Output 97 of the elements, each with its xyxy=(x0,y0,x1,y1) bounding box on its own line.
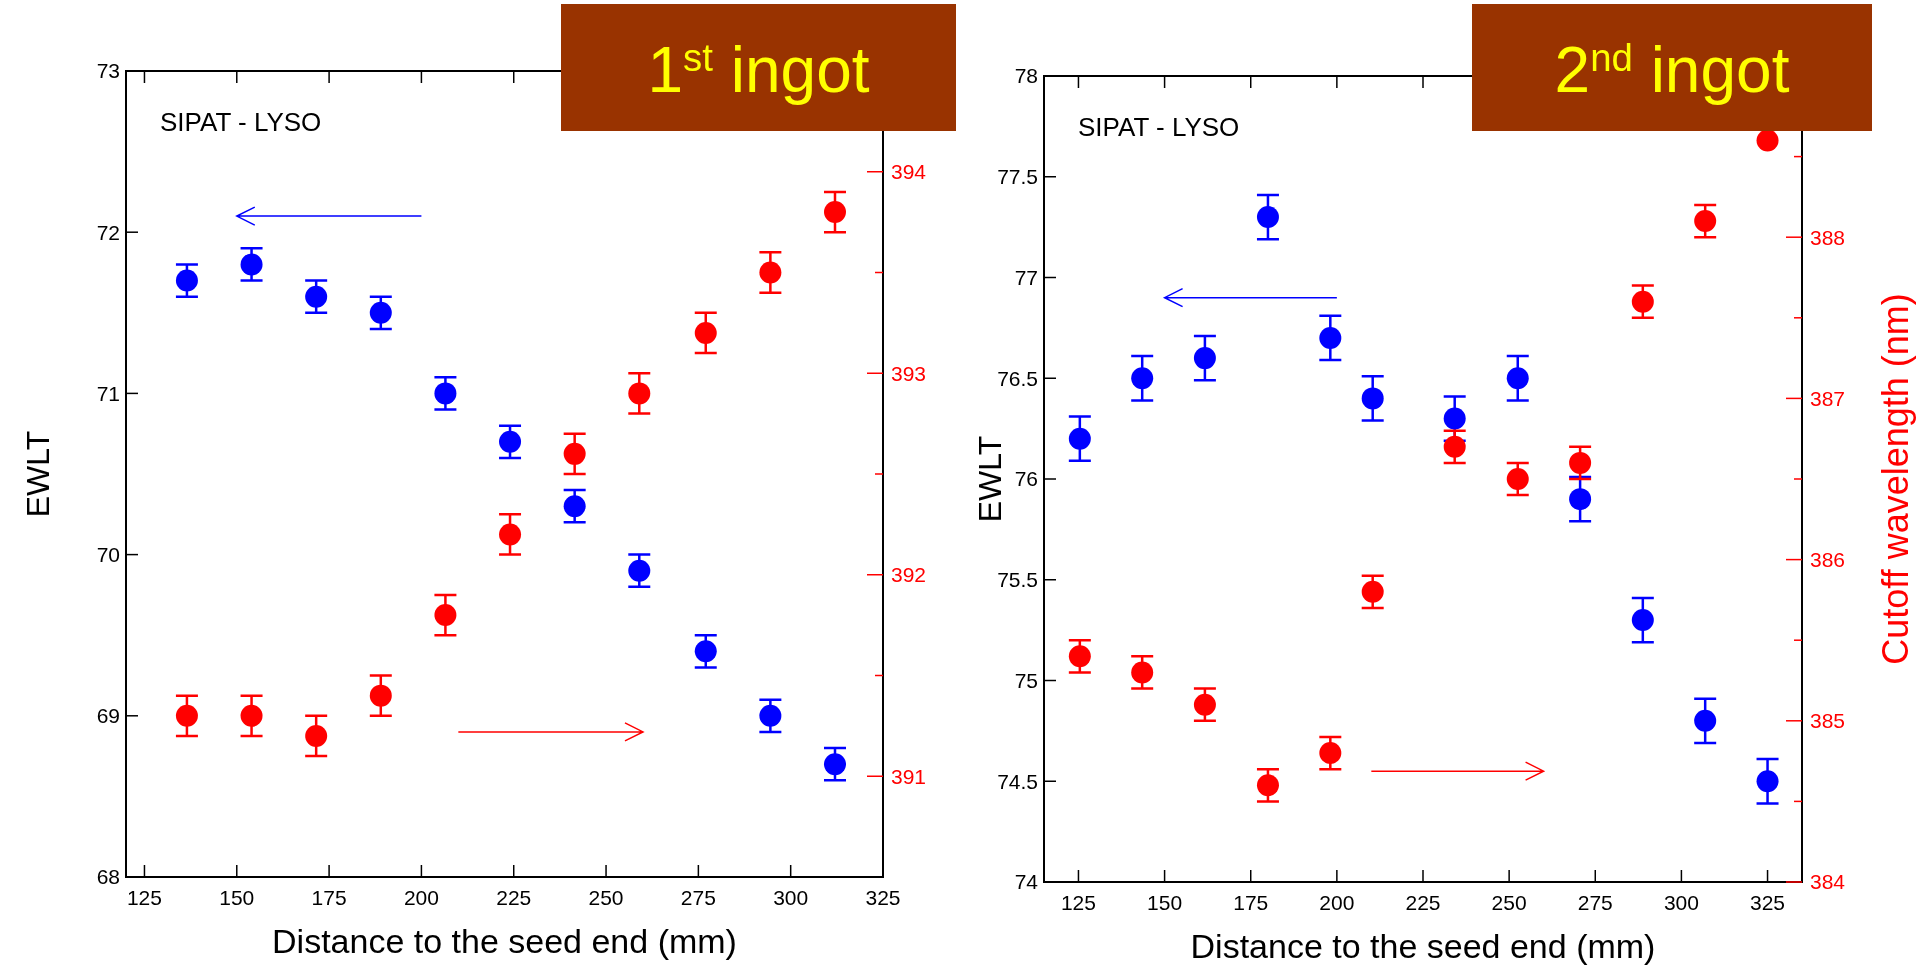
point xyxy=(1631,290,1654,313)
point xyxy=(1361,580,1384,603)
point xyxy=(434,604,457,627)
point xyxy=(628,559,651,582)
point xyxy=(1193,347,1216,370)
point xyxy=(434,382,457,405)
x-tick-label: 175 xyxy=(1233,891,1269,914)
point xyxy=(1756,770,1779,793)
y-tick-label: 75.5 xyxy=(997,568,1038,592)
point xyxy=(694,321,717,344)
point xyxy=(240,253,263,276)
y2-tick-label: 391 xyxy=(891,764,927,788)
point xyxy=(240,704,263,727)
y-tick-label: 73 xyxy=(96,59,120,83)
y-tick-label: 74 xyxy=(1014,870,1039,894)
x-tick-label: 225 xyxy=(1405,891,1441,914)
x-tick-label: 200 xyxy=(403,886,439,909)
x-tick-label: 200 xyxy=(1319,891,1355,914)
x-axis-title: Distance to the seed end (mm) xyxy=(1190,927,1656,965)
y2-tick-label: 393 xyxy=(891,361,927,385)
point xyxy=(1443,407,1466,430)
point xyxy=(369,301,392,324)
x-tick-label: 325 xyxy=(1750,891,1786,914)
point xyxy=(824,753,846,776)
point xyxy=(1256,774,1279,797)
y-tick-label: 77 xyxy=(1014,265,1038,289)
point xyxy=(305,724,328,747)
x-tick-label: 150 xyxy=(1147,891,1183,914)
y2-tick-label: 385 xyxy=(1810,709,1846,733)
y-axis-title: EWLT xyxy=(972,435,1009,523)
chart-title: 1$^{st}$ ingot xyxy=(647,34,870,106)
point xyxy=(824,201,846,224)
x-tick-label: 325 xyxy=(865,886,901,909)
point xyxy=(759,704,782,727)
x-tick-label: 150 xyxy=(219,886,255,909)
point xyxy=(1256,206,1279,229)
point xyxy=(499,430,522,453)
y-tick-label: 77.5 xyxy=(997,165,1038,189)
point xyxy=(563,442,586,465)
point xyxy=(1361,387,1384,410)
point xyxy=(1319,742,1342,765)
y-tick-label: 76.5 xyxy=(997,366,1038,390)
y2-tick-label: 394 xyxy=(891,160,927,184)
y-tick-label: 70 xyxy=(96,542,120,566)
point xyxy=(1443,435,1466,458)
point xyxy=(305,285,328,308)
y-tick-label: 71 xyxy=(96,381,120,405)
x-axis-title: Distance to the seed end (mm) xyxy=(272,922,737,960)
chart-title: 2$^{nd}$ ingot xyxy=(1554,34,1790,106)
y-tick-label: 75 xyxy=(1014,668,1038,692)
point xyxy=(1569,488,1592,511)
y-axis-title: EWLT xyxy=(20,430,57,518)
point xyxy=(1068,645,1091,668)
point xyxy=(175,704,198,727)
point xyxy=(1068,427,1091,450)
point xyxy=(1694,709,1717,732)
y-tick-label: 74.5 xyxy=(997,769,1038,793)
y2-axis-title: Cutoff wavelength (nm) xyxy=(1874,293,1916,665)
x-tick-label: 250 xyxy=(588,886,624,909)
point xyxy=(1569,451,1592,474)
x-tick-label: 225 xyxy=(496,886,532,909)
point xyxy=(563,495,586,518)
y-tick-label: 76 xyxy=(1014,467,1038,491)
point xyxy=(175,269,198,292)
point xyxy=(1506,367,1529,390)
x-tick-label: 250 xyxy=(1491,891,1527,914)
x-tick-label: 300 xyxy=(773,886,809,909)
point xyxy=(499,523,522,546)
point xyxy=(628,382,651,405)
y2-tick-label: 392 xyxy=(891,563,927,587)
point xyxy=(1506,468,1529,490)
y2-tick-label: 386 xyxy=(1810,547,1846,571)
point xyxy=(1756,129,1779,152)
point xyxy=(1131,367,1154,390)
y2-tick-label: 384 xyxy=(1810,870,1846,894)
point xyxy=(1131,661,1154,684)
point xyxy=(1319,326,1342,349)
y-tick-label: 78 xyxy=(1014,64,1038,88)
x-tick-label: 125 xyxy=(126,886,162,909)
point xyxy=(1694,210,1717,233)
annotation: SIPAT - LYSO xyxy=(1078,112,1240,142)
annotation: SIPAT - LYSO xyxy=(160,107,322,137)
point xyxy=(759,261,782,284)
x-tick-label: 275 xyxy=(680,886,716,909)
y-tick-label: 68 xyxy=(96,865,120,889)
y2-tick-label: 388 xyxy=(1810,225,1846,249)
point xyxy=(1193,693,1216,716)
x-tick-label: 275 xyxy=(1577,891,1613,914)
x-tick-label: 300 xyxy=(1663,891,1699,914)
y-tick-label: 69 xyxy=(96,704,120,728)
y2-tick-label: 387 xyxy=(1810,386,1846,410)
x-tick-label: 175 xyxy=(311,886,347,909)
point xyxy=(1631,609,1654,632)
x-tick-label: 125 xyxy=(1060,891,1096,914)
point xyxy=(694,640,717,663)
point xyxy=(369,684,392,707)
y-tick-label: 72 xyxy=(96,220,120,244)
